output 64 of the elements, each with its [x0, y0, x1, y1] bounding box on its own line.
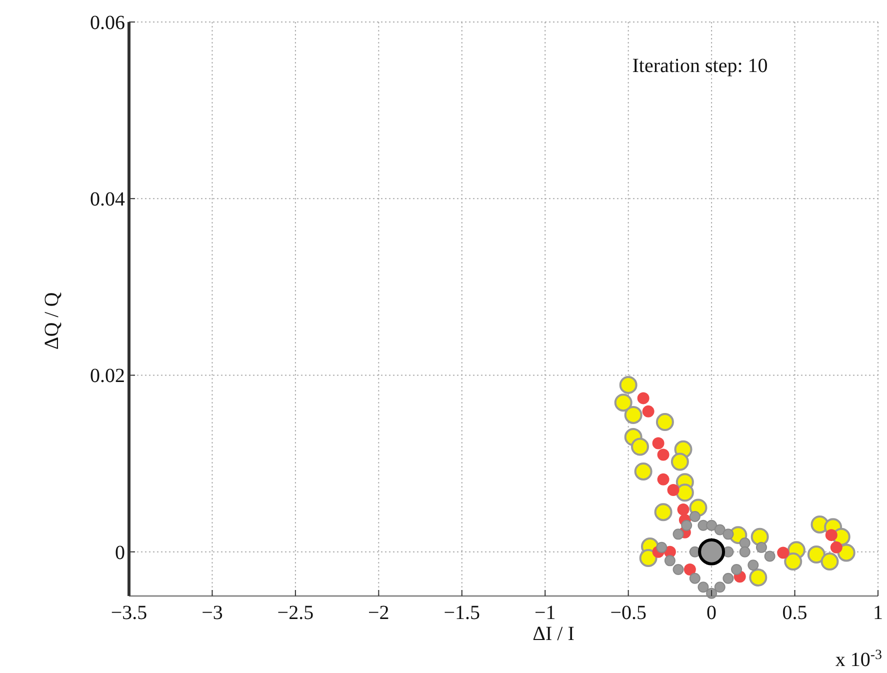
point — [656, 542, 668, 553]
annotation: Iteration step: 10 — [632, 55, 768, 77]
point — [748, 560, 759, 571]
point — [698, 582, 709, 593]
point — [739, 546, 750, 558]
x-tick-label: 1 — [873, 602, 883, 624]
point — [619, 376, 638, 394]
point — [639, 549, 658, 568]
x-tick-label: −3.5 — [110, 602, 148, 624]
x-tick-label: 0 — [706, 602, 717, 624]
point — [681, 520, 692, 531]
point — [749, 568, 768, 586]
point — [642, 405, 654, 418]
point — [652, 437, 664, 450]
point — [698, 538, 726, 566]
point — [677, 503, 690, 516]
point — [657, 473, 670, 486]
point — [764, 550, 776, 562]
y-tick-label: 0.04 — [90, 188, 125, 211]
x-tick-label: −1.5 — [444, 602, 480, 624]
point — [689, 511, 700, 522]
x-axis-title: ΔI / I — [532, 623, 574, 645]
y-axis-title: ΔQ / Q — [41, 292, 63, 350]
point — [714, 524, 726, 536]
point — [714, 582, 726, 593]
y-tick-label: 0.02 — [90, 365, 125, 388]
point — [820, 552, 839, 571]
point — [676, 484, 694, 502]
point — [664, 555, 676, 566]
point — [657, 448, 670, 461]
point — [630, 438, 649, 456]
x-tick-label: −0.5 — [610, 602, 646, 624]
point — [722, 528, 734, 540]
point — [656, 413, 674, 432]
point — [731, 564, 742, 576]
point — [670, 452, 689, 471]
x-tick-label: −3 — [202, 602, 223, 624]
y-tick-label: 0.06 — [90, 12, 125, 34]
point — [634, 462, 652, 480]
point — [750, 528, 769, 546]
y-tick-label: 0 — [115, 542, 125, 564]
point — [722, 572, 734, 584]
point — [756, 542, 767, 553]
point — [672, 564, 684, 576]
text: x 10$^{-3}$ — [835, 648, 882, 671]
x-tick-label: 0.5 — [782, 602, 808, 624]
point — [672, 528, 684, 540]
point — [689, 572, 700, 584]
x-tick-label: −2 — [368, 602, 390, 624]
point — [825, 529, 838, 542]
point — [739, 538, 750, 549]
point — [706, 520, 718, 531]
point — [654, 503, 672, 522]
point — [637, 392, 650, 404]
point — [684, 564, 696, 576]
point — [614, 394, 632, 412]
x-tick-label: −2.5 — [277, 602, 314, 624]
point — [777, 546, 790, 559]
point — [624, 406, 642, 424]
x-tick-label: −1 — [534, 602, 556, 624]
point — [807, 545, 826, 564]
point — [784, 552, 802, 571]
point — [667, 484, 680, 496]
point — [830, 541, 842, 554]
